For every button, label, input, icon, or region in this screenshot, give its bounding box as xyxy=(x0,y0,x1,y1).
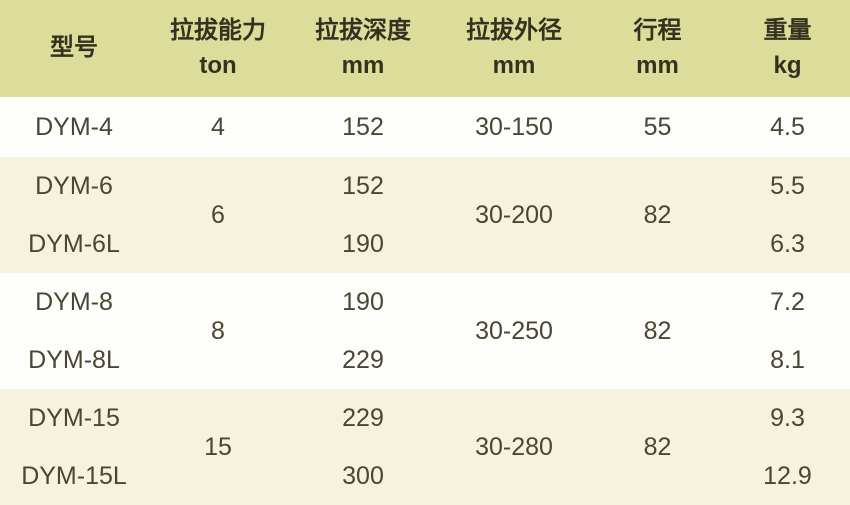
column-header-stack: 拉拔能力 ton xyxy=(148,17,288,79)
table-row: DYM-6 6 152 30-200 82 5.5 xyxy=(0,157,850,273)
column-header-stack: 型号 xyxy=(0,34,148,62)
column-label-stroke: 行程 xyxy=(633,17,682,45)
column-unit-weight: kg xyxy=(773,51,802,79)
cell-stroke-merged: 82 xyxy=(590,273,725,389)
column-unit-diameter: mm xyxy=(492,51,536,79)
cell-model: DYM-8 xyxy=(0,273,148,331)
table-row: DYM-4 4 152 30-150 55 4.5 xyxy=(0,97,850,157)
cell-stroke-merged: 82 xyxy=(590,157,725,273)
cell-depth: 190 xyxy=(288,273,438,331)
cell-depth: 229 xyxy=(288,331,438,389)
cell-depth: 300 xyxy=(288,447,438,505)
column-label-model: 型号 xyxy=(50,34,98,62)
cell-capacity: 4 xyxy=(148,97,288,157)
cell-depth: 152 xyxy=(288,97,438,157)
cell-capacity-merged: 6 xyxy=(148,157,288,273)
cell-model: DYM-6 xyxy=(0,157,148,215)
column-header-stack: 行程 mm xyxy=(590,17,725,79)
cell-depth: 229 xyxy=(288,389,438,447)
cell-weight: 12.9 xyxy=(725,447,850,505)
column-header-stack: 拉拔外径 mm xyxy=(438,17,590,79)
table-row: DYM-6L 190 6.3 xyxy=(0,215,850,273)
column-header-model: 型号 xyxy=(0,0,148,97)
column-label-capacity: 拉拔能力 xyxy=(170,17,266,45)
cell-model: DYM-15L xyxy=(0,447,148,505)
cell-weight: 8.1 xyxy=(725,331,850,389)
column-header-stack: 拉拔深度 mm xyxy=(288,17,438,79)
cell-model: DYM-15 xyxy=(0,389,148,447)
header-row: 型号 拉拔能力 ton 拉拔深度 mm 拉拔外径 mm xyxy=(0,0,850,97)
cell-weight: 6.3 xyxy=(725,215,850,273)
cell-capacity-merged: 8 xyxy=(148,273,288,389)
column-label-depth: 拉拔深度 xyxy=(315,17,411,45)
cell-depth: 190 xyxy=(288,215,438,273)
cell-model: DYM-8L xyxy=(0,331,148,389)
cell-model: DYM-4 xyxy=(0,97,148,157)
table-row: DYM-8 8 190 30-250 82 7.2 xyxy=(0,273,850,389)
column-label-weight: 重量 xyxy=(763,17,812,45)
cell-diameter: 30-150 xyxy=(438,97,590,157)
cell-weight: 9.3 xyxy=(725,389,850,447)
cell-model: DYM-6L xyxy=(0,215,148,273)
cell-diameter-merged: 30-200 xyxy=(438,157,590,273)
column-header-diameter: 拉拔外径 mm xyxy=(438,0,590,97)
cell-weight: 4.5 xyxy=(725,97,850,157)
column-header-stroke: 行程 mm xyxy=(590,0,725,97)
column-header-capacity: 拉拔能力 ton xyxy=(148,0,288,97)
cell-diameter-merged: 30-250 xyxy=(438,273,590,389)
column-header-depth: 拉拔深度 mm xyxy=(288,0,438,97)
column-header-stack: 重量 kg xyxy=(725,17,850,79)
cell-weight: 7.2 xyxy=(725,273,850,331)
column-unit-depth: mm xyxy=(341,51,385,79)
cell-depth: 152 xyxy=(288,157,438,215)
cell-diameter-merged: 30-280 xyxy=(438,389,590,505)
cell-capacity-merged: 15 xyxy=(148,389,288,505)
table-row: DYM-8L 229 8.1 xyxy=(0,331,850,389)
column-unit-capacity: ton xyxy=(199,51,237,79)
column-unit-stroke: mm xyxy=(636,51,679,79)
column-header-weight: 重量 kg xyxy=(725,0,850,97)
table-row: DYM-15L 300 12.9 xyxy=(0,447,850,505)
cell-stroke: 55 xyxy=(590,97,725,157)
column-label-diameter: 拉拔外径 xyxy=(466,17,562,45)
table-row: DYM-15 15 229 30-280 82 9.3 xyxy=(0,389,850,505)
cell-weight: 5.5 xyxy=(725,157,850,215)
cell-stroke-merged: 82 xyxy=(590,389,725,505)
